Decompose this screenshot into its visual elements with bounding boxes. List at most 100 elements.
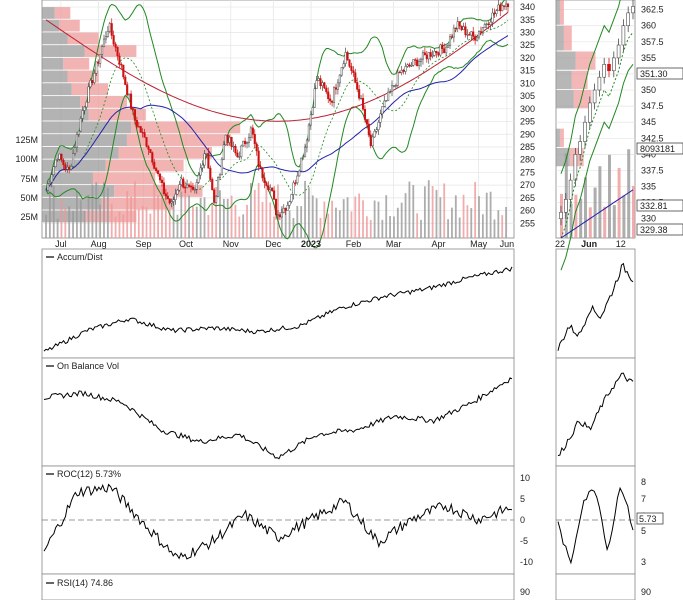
volume-bar — [420, 219, 422, 238]
volume-bar — [118, 211, 121, 238]
candle-body — [114, 43, 117, 48]
candle-body — [483, 24, 486, 29]
price-tick-label: 335 — [520, 15, 535, 25]
candle-body — [342, 63, 345, 68]
candle-body — [491, 12, 494, 23]
candle-body — [128, 93, 131, 96]
candle-body — [164, 193, 167, 197]
zoom-x-tick-label: 12 — [616, 239, 626, 249]
candle-body — [83, 106, 86, 111]
candle-body — [263, 177, 266, 183]
candle-body — [462, 26, 465, 30]
panel-frame — [555, 248, 636, 359]
volume-bar — [338, 210, 341, 238]
candle-body — [501, 5, 504, 12]
zoom-rsi-tick-label: 90 — [641, 587, 651, 597]
candle-body — [506, 3, 510, 8]
zoom-roc-tick-label: 5 — [641, 526, 646, 536]
zoom-volume-bar — [584, 177, 587, 238]
volume-bar — [103, 182, 105, 238]
zoom-volume-bar — [569, 203, 573, 238]
candle-body — [213, 189, 216, 203]
candle-body — [412, 59, 415, 66]
x-tick-label: Nov — [223, 239, 240, 249]
candle-body — [273, 190, 276, 200]
candle-body — [361, 97, 365, 110]
zoom-bollinger-upper — [560, 0, 621, 174]
volume-bar — [149, 213, 152, 238]
candle-body — [327, 91, 330, 100]
volume-bar — [164, 191, 167, 238]
candle-body — [240, 145, 243, 157]
candle-body — [356, 82, 359, 90]
candle-body — [244, 140, 247, 145]
candle-body — [468, 34, 471, 36]
volume-bar — [408, 181, 411, 238]
candle-body — [271, 187, 274, 191]
volume-bar — [362, 200, 364, 238]
candle-body — [375, 129, 378, 132]
candle-body — [313, 88, 316, 108]
candle-body — [321, 82, 324, 86]
panel-frame — [41, 248, 515, 359]
candle-body — [199, 167, 202, 176]
vbp-bar-down — [84, 210, 137, 223]
candle-body — [147, 146, 150, 150]
volume-bar — [130, 196, 132, 238]
zoom-volume-bar — [617, 167, 621, 238]
volume-bar — [246, 204, 248, 238]
candle-body — [242, 140, 245, 147]
price-tick-label: 325 — [520, 40, 535, 50]
volume-bar — [168, 208, 171, 238]
candle-body — [255, 143, 258, 152]
candle-body — [201, 164, 204, 169]
candle-body — [48, 181, 51, 184]
candle-body — [207, 153, 210, 169]
zoom-volume-bar — [564, 153, 568, 238]
volume-bar — [76, 190, 78, 238]
volume-bar — [180, 191, 183, 238]
zoom-price-tick-label: 357.5 — [641, 37, 664, 47]
volume-bar — [423, 186, 426, 238]
volume-bar — [466, 205, 469, 238]
candle-body — [228, 136, 231, 143]
volume-bar — [396, 207, 399, 238]
bollinger-upper — [45, 0, 506, 191]
candle-body — [46, 183, 49, 191]
price-badge-label: 351.30 — [640, 69, 668, 79]
candle-body — [56, 158, 59, 161]
zoom-price-tick-label: 342.5 — [641, 133, 664, 143]
candle-body — [282, 207, 285, 213]
candle-body — [238, 156, 241, 158]
volume-bar — [215, 186, 218, 238]
volume-bar — [389, 216, 391, 238]
zoom-price-tick-label: 360 — [641, 21, 656, 31]
candle-body — [425, 54, 428, 60]
candle-body — [276, 214, 280, 216]
candle-body — [495, 10, 498, 14]
candle-body — [50, 174, 53, 183]
volume-bar — [354, 196, 357, 238]
candle-body — [137, 126, 140, 128]
zoom-roc-line — [557, 486, 634, 565]
price-tick-label: 255 — [520, 218, 535, 228]
volume-bar — [474, 182, 477, 238]
volume-bar — [485, 192, 488, 238]
candle-body — [499, 4, 502, 12]
zoom-candle-body — [563, 199, 568, 213]
volume-bar — [497, 210, 500, 238]
candle-body — [205, 153, 208, 155]
volume-bar — [176, 214, 179, 238]
candle-body — [278, 214, 281, 218]
price-badge-label: 8093181 — [640, 144, 675, 154]
candle-body — [437, 52, 440, 56]
candle-body — [431, 55, 434, 57]
candle-body — [377, 122, 380, 130]
zoom-candle-body — [583, 121, 587, 142]
candle-body — [104, 36, 107, 40]
main-axis-labels: 255 260 265 270 275 280 285 290 295 300 305 310 315 3… — [15, 2, 535, 249]
candle-body — [390, 85, 394, 92]
volume-bar — [300, 206, 303, 238]
volume-bar — [462, 194, 465, 238]
